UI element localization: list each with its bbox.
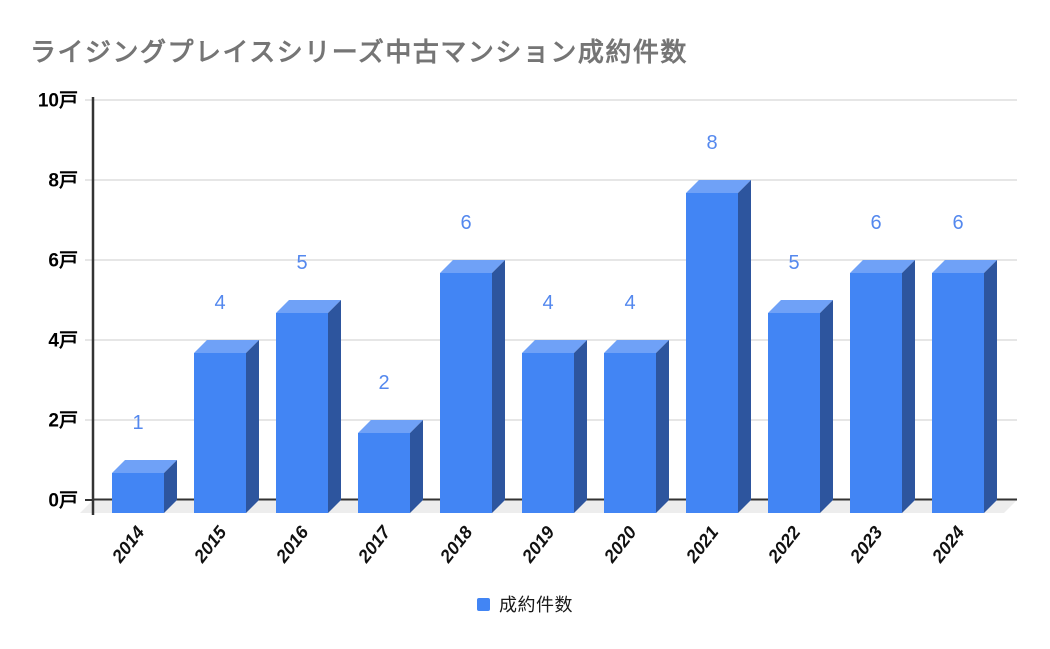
bar-value-label: 6 <box>952 212 963 234</box>
bar-value-label: 8 <box>706 132 717 154</box>
bar-front-face <box>932 273 984 513</box>
bar-top-face <box>358 420 423 433</box>
bar-value-label: 2 <box>378 372 389 394</box>
x-axis-label: 2016 <box>271 522 313 567</box>
bar-2023[interactable] <box>850 260 915 513</box>
x-axis-label: 2022 <box>763 522 804 567</box>
legend: 成約件数 <box>0 591 1050 617</box>
x-axis-label: 2014 <box>107 522 148 567</box>
bar-front-face <box>604 353 656 513</box>
bar-side-face <box>574 340 587 513</box>
bar-2019[interactable] <box>522 340 587 513</box>
x-axis-label: 2023 <box>845 522 886 567</box>
bar-front-face <box>276 313 328 513</box>
bar-top-face <box>850 260 915 273</box>
bar-front-face <box>850 273 902 513</box>
x-axis-label: 2020 <box>599 522 640 567</box>
y-axis-label: 4戸 <box>48 331 78 352</box>
y-axis-label: 6戸 <box>48 251 78 272</box>
x-axis-label: 2021 <box>681 522 722 567</box>
y-axis-label: 8戸 <box>48 171 78 192</box>
bar-front-face <box>358 433 410 513</box>
bar-top-face <box>686 180 751 193</box>
bar-side-face <box>738 180 751 513</box>
bar-front-face <box>440 273 492 513</box>
bar-front-face <box>768 313 820 513</box>
bar-side-face <box>246 340 259 513</box>
bar-value-label: 5 <box>296 252 307 274</box>
bar-front-face <box>112 473 164 513</box>
bar-value-label: 4 <box>542 292 553 314</box>
bar-side-face <box>164 460 177 513</box>
bar-side-face <box>328 300 341 513</box>
bar-side-face <box>984 260 997 513</box>
bar-front-face <box>522 353 574 513</box>
bar-2020[interactable] <box>604 340 669 513</box>
bar-value-label: 6 <box>870 212 881 234</box>
bar-value-label: 4 <box>214 292 225 314</box>
y-axis-label: 10戸 <box>38 91 78 112</box>
bar-value-label: 4 <box>624 292 635 314</box>
bar-top-face <box>276 300 341 313</box>
bar-side-face <box>492 260 505 513</box>
bar-2021[interactable] <box>686 180 751 513</box>
bar-top-face <box>932 260 997 273</box>
bar-side-face <box>820 300 833 513</box>
bar-top-face <box>440 260 505 273</box>
bar-2017[interactable] <box>358 420 423 513</box>
bar-top-face <box>768 300 833 313</box>
bar-side-face <box>902 260 915 513</box>
bar-value-label: 6 <box>460 212 471 234</box>
x-axis-label: 2019 <box>517 522 558 567</box>
legend-series-label: 成約件数 <box>499 595 573 615</box>
bar-2016[interactable] <box>276 300 341 513</box>
bar-2022[interactable] <box>768 300 833 513</box>
bar-2015[interactable] <box>194 340 259 513</box>
y-axis-label: 0戸 <box>48 491 78 512</box>
y-axis-label: 2戸 <box>48 411 78 432</box>
bar-value-label: 5 <box>788 252 799 274</box>
chart-title: ライジングプレイスシリーズ中古マンション成約件数 <box>30 37 688 67</box>
x-axis-label: 2018 <box>435 522 476 567</box>
bar-value-label: 1 <box>132 412 143 434</box>
x-axis-label: 2024 <box>927 522 968 567</box>
bar-front-face <box>194 353 246 513</box>
bar-top-face <box>604 340 669 353</box>
bar-2024[interactable] <box>932 260 997 513</box>
bar-2014[interactable] <box>112 460 177 513</box>
bar-side-face <box>410 420 423 513</box>
x-axis-label: 2015 <box>189 522 231 567</box>
x-axis-label: 2017 <box>353 522 395 567</box>
bar-front-face <box>686 193 738 513</box>
bar-top-face <box>112 460 177 473</box>
bar-side-face <box>656 340 669 513</box>
bar-2018[interactable] <box>440 260 505 513</box>
bar-top-face <box>522 340 587 353</box>
legend-swatch-icon <box>477 597 490 611</box>
bar-top-face <box>194 340 259 353</box>
